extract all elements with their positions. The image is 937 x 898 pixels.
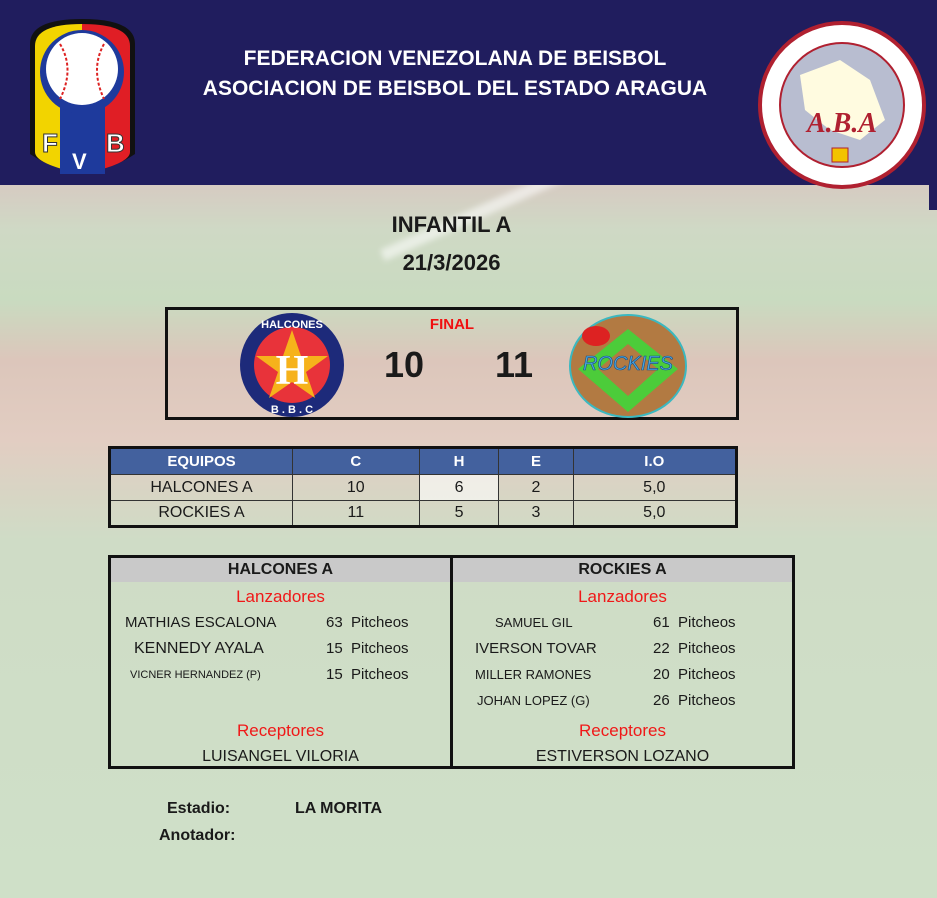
cell: 5,0: [572, 500, 738, 527]
cell: 6: [418, 474, 500, 501]
col-header: C: [292, 447, 420, 475]
pitch-count: 61 Pitcheos: [653, 614, 736, 631]
pitchers-label: Lanzadores: [236, 587, 325, 606]
category-title: INFANTIL A: [391, 212, 512, 237]
svg-text:ROCKIES: ROCKIES: [583, 353, 674, 375]
pitch-count: 63 Pitcheos: [326, 614, 409, 631]
aba-logo: A.B.A: [758, 21, 926, 189]
game-date: 21/3/2026: [402, 250, 501, 275]
scoreboard: FINAL H HALCONES B . B . C 10 11 ROCKIES: [165, 307, 739, 420]
svg-text:F: F: [42, 128, 58, 158]
table-row: HALCONES A 10 6 2 5,0: [109, 474, 738, 501]
team-stats-table: EQUIPOS C H E I.O HALCONES A 10 6 2 5,0 …: [108, 446, 738, 528]
pitcher-name: KENNEDY AYALA: [134, 640, 264, 657]
table-row: ROCKIES A 11 5 3 5,0: [109, 500, 738, 527]
svg-text:V: V: [72, 149, 87, 174]
away-score: 11: [495, 344, 534, 385]
pitch-count: 26 Pitcheos: [653, 692, 736, 709]
team-name: HALCONES A: [111, 558, 450, 582]
pitcher-name: SAMUEL GIL: [495, 615, 573, 630]
pitcher-name: VICNER HERNANDEZ (P): [130, 669, 261, 681]
team-name: ROCKIES A: [453, 558, 792, 582]
cell: 5: [418, 500, 500, 527]
svg-text:B . B . C: B . B . C: [271, 404, 313, 416]
pitcher-name: IVERSON TOVAR: [475, 640, 597, 657]
pitching-summary: HALCONES A Lanzadores MATHIAS ESCALONA 63…: [108, 555, 795, 769]
halcones-logo: H HALCONES B . B . C: [240, 313, 344, 417]
svg-text:H: H: [276, 348, 309, 394]
col-header: E: [498, 447, 574, 475]
cell: 3: [498, 500, 574, 527]
cell: HALCONES A: [109, 474, 293, 501]
away-pitching: ROCKIES A Lanzadores SAMUEL GIL 61 Pitche…: [450, 558, 792, 766]
col-header: EQUIPOS: [109, 447, 293, 475]
pitcher-name: MATHIAS ESCALONA: [125, 614, 277, 631]
cell: 2: [498, 474, 574, 501]
fvb-logo: F V B: [30, 19, 135, 174]
catcher-name: LUISANGEL VILORIA: [202, 748, 359, 765]
game-status: FINAL: [429, 316, 475, 333]
home-score: 10: [384, 344, 425, 385]
stadium-value: LA MORITA: [295, 800, 383, 817]
home-pitching: HALCONES A Lanzadores MATHIAS ESCALONA 63…: [111, 558, 450, 766]
pitch-count: 22 Pitcheos: [653, 640, 736, 657]
pitcher-name: MILLER RAMONES: [475, 667, 592, 682]
cell: ROCKIES A: [109, 500, 293, 527]
header-edge: [929, 185, 937, 210]
pitcher-name: JOHAN LOPEZ (G): [477, 693, 590, 708]
pitchers-label: Lanzadores: [578, 587, 667, 606]
svg-text:A.B.A: A.B.A: [805, 108, 877, 139]
federation-title: FEDERACION VENEZOLANA DE BEISBOL: [243, 47, 667, 70]
table-header-row: EQUIPOS C H E I.O: [109, 447, 738, 475]
stadium-label: Estadio:: [167, 800, 231, 817]
svg-text:HALCONES: HALCONES: [261, 319, 323, 331]
pitch-count: 15 Pitcheos: [326, 640, 409, 657]
association-title: ASOCIACION DE BEISBOL DEL ESTADO ARAGUA: [202, 77, 708, 100]
catchers-label: Receptores: [579, 721, 666, 740]
rockies-logo: ROCKIES: [569, 314, 687, 418]
catchers-label: Receptores: [237, 721, 324, 740]
col-header: I.O: [572, 447, 738, 475]
scorer-label: Anotador:: [159, 827, 236, 844]
col-header: H: [418, 447, 500, 475]
cell: 11: [292, 500, 420, 527]
cell: 5,0: [572, 474, 738, 501]
svg-text:B: B: [106, 128, 125, 158]
catcher-name: ESTIVERSON LOZANO: [535, 748, 710, 765]
header-banner: F V B FEDERACION VENEZOLANA DE BEISBOL A…: [0, 0, 937, 189]
pitch-count: 20 Pitcheos: [653, 666, 736, 683]
cell: 10: [292, 474, 420, 501]
pitch-count: 15 Pitcheos: [326, 666, 409, 683]
